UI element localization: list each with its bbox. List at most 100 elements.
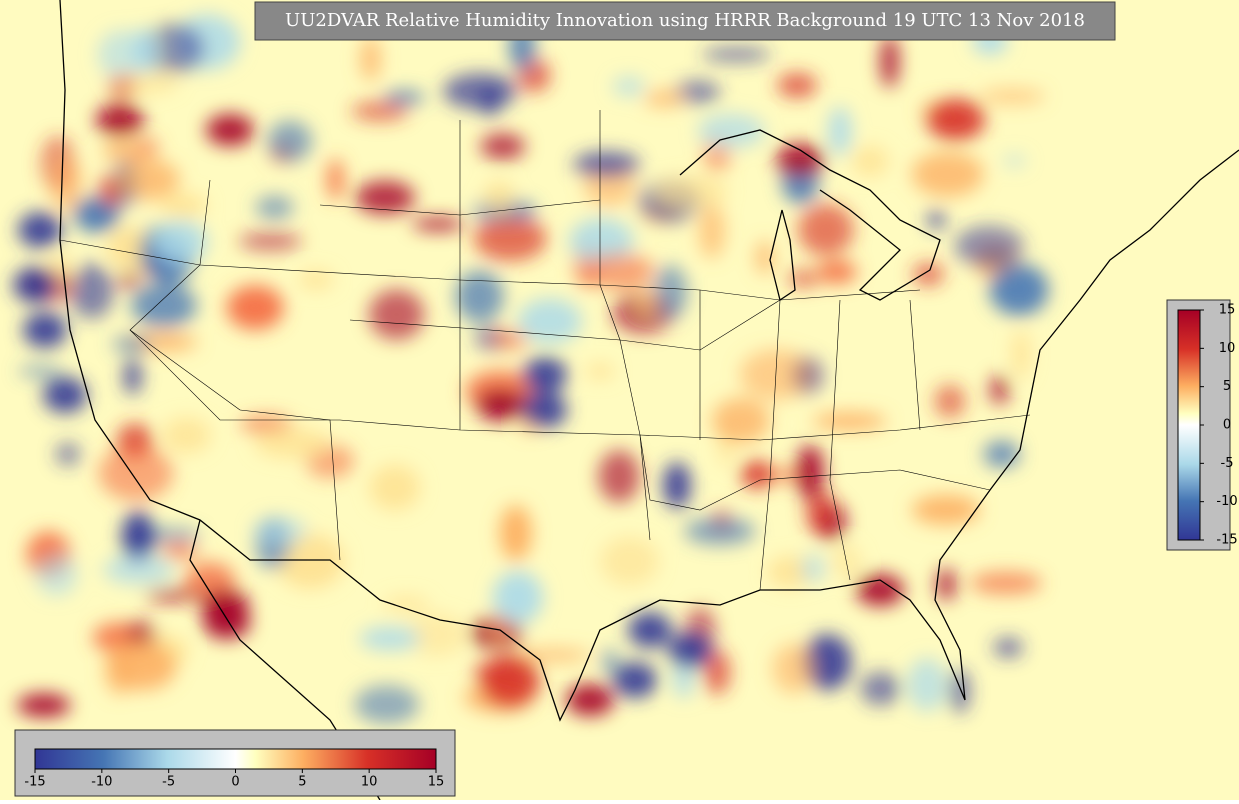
field-blob — [756, 240, 774, 275]
field-blob — [96, 104, 144, 136]
field-blob — [412, 218, 464, 231]
field-blob — [911, 494, 980, 525]
field-blob — [499, 505, 532, 561]
innovation-field — [13, 14, 1049, 725]
field-blob — [117, 159, 180, 201]
field-blob — [612, 76, 646, 97]
field-blob — [993, 637, 1024, 658]
field-blob — [912, 262, 944, 286]
tick-label: -5 — [162, 775, 175, 790]
field-blob — [327, 158, 344, 201]
state-lines — [59, 110, 1031, 591]
field-blob — [354, 685, 420, 725]
field-blob — [254, 427, 331, 459]
field-blob — [911, 151, 984, 197]
field-blob — [143, 23, 205, 74]
field-blob — [600, 536, 659, 586]
field-blob — [136, 137, 160, 158]
field-blob — [112, 336, 151, 353]
field-blob — [489, 330, 529, 350]
tick-label: 10 — [361, 775, 378, 790]
great-lakes — [679, 129, 941, 301]
field-blob — [55, 442, 81, 466]
field-blob — [443, 73, 518, 110]
field-blob — [480, 133, 526, 160]
field-blob — [797, 203, 854, 256]
field-blob — [740, 460, 773, 489]
field-blob — [69, 263, 114, 319]
field-blob — [159, 193, 207, 218]
field-blob — [860, 671, 901, 706]
field-blob — [652, 175, 728, 209]
field-blob — [668, 632, 712, 668]
field-blob — [118, 270, 140, 289]
field-blob — [360, 36, 381, 82]
field-blob — [267, 120, 313, 162]
field-blob — [698, 203, 725, 259]
field-blob — [35, 553, 78, 597]
field-blob — [43, 377, 87, 413]
field-blob — [484, 181, 514, 212]
field-blob — [276, 534, 345, 589]
field-blob — [102, 139, 148, 163]
field-blob — [523, 357, 567, 393]
map-title: UU2DVAR Relative Humidity Innovation usi… — [285, 10, 1085, 31]
field-blob — [383, 91, 426, 104]
field-blob — [108, 642, 177, 691]
field-blob — [355, 180, 415, 215]
field-blob — [455, 270, 504, 323]
field-blob — [739, 349, 814, 400]
field-blob — [979, 88, 1046, 104]
lake-michigan — [769, 209, 796, 302]
field-blob — [368, 289, 425, 340]
field-blob — [851, 146, 889, 177]
tick-label: -15 — [1216, 533, 1237, 548]
field-blob — [802, 634, 852, 690]
tick-label: -10 — [91, 775, 112, 790]
field-blob — [162, 417, 211, 454]
field-blob — [703, 649, 731, 695]
title-box — [254, 1, 1116, 41]
field-blob — [476, 389, 524, 421]
field-blob — [796, 444, 824, 500]
field-blob — [131, 283, 197, 328]
field-blob — [643, 90, 685, 108]
field-blob — [126, 620, 156, 648]
field-blob — [517, 298, 582, 345]
field-blob — [601, 648, 619, 675]
field-blob — [383, 595, 430, 614]
field-blob — [801, 554, 826, 584]
field-blob — [983, 440, 1020, 468]
field-blob — [50, 157, 83, 212]
field-blob — [298, 270, 334, 290]
field-blob — [927, 210, 945, 230]
field-blob — [23, 312, 67, 348]
field-blob — [926, 98, 986, 141]
field-blob — [351, 101, 409, 122]
field-blob — [569, 218, 634, 264]
field-blob — [587, 364, 614, 379]
field-blob — [523, 392, 567, 428]
field-blob — [948, 668, 971, 714]
field-blob — [253, 516, 308, 546]
field-blob — [812, 412, 887, 430]
tick-label: 5 — [1223, 379, 1231, 394]
field-blob — [970, 572, 1042, 595]
field-blob — [880, 34, 899, 88]
tick-label: 15 — [1219, 303, 1236, 318]
field-blob — [566, 684, 614, 716]
field-blob — [473, 215, 547, 262]
field-blob — [628, 612, 672, 648]
field-blob — [206, 114, 254, 146]
colorbar — [1177, 309, 1201, 541]
field-blob — [103, 554, 175, 585]
field-blob — [145, 589, 202, 602]
field-blob — [672, 658, 695, 699]
field-blob — [255, 195, 294, 220]
tick-label: -10 — [1216, 494, 1237, 509]
field-blob — [1002, 154, 1027, 168]
field-blob — [585, 252, 654, 290]
boundaries — [59, 0, 1239, 801]
field-blob — [786, 269, 821, 288]
